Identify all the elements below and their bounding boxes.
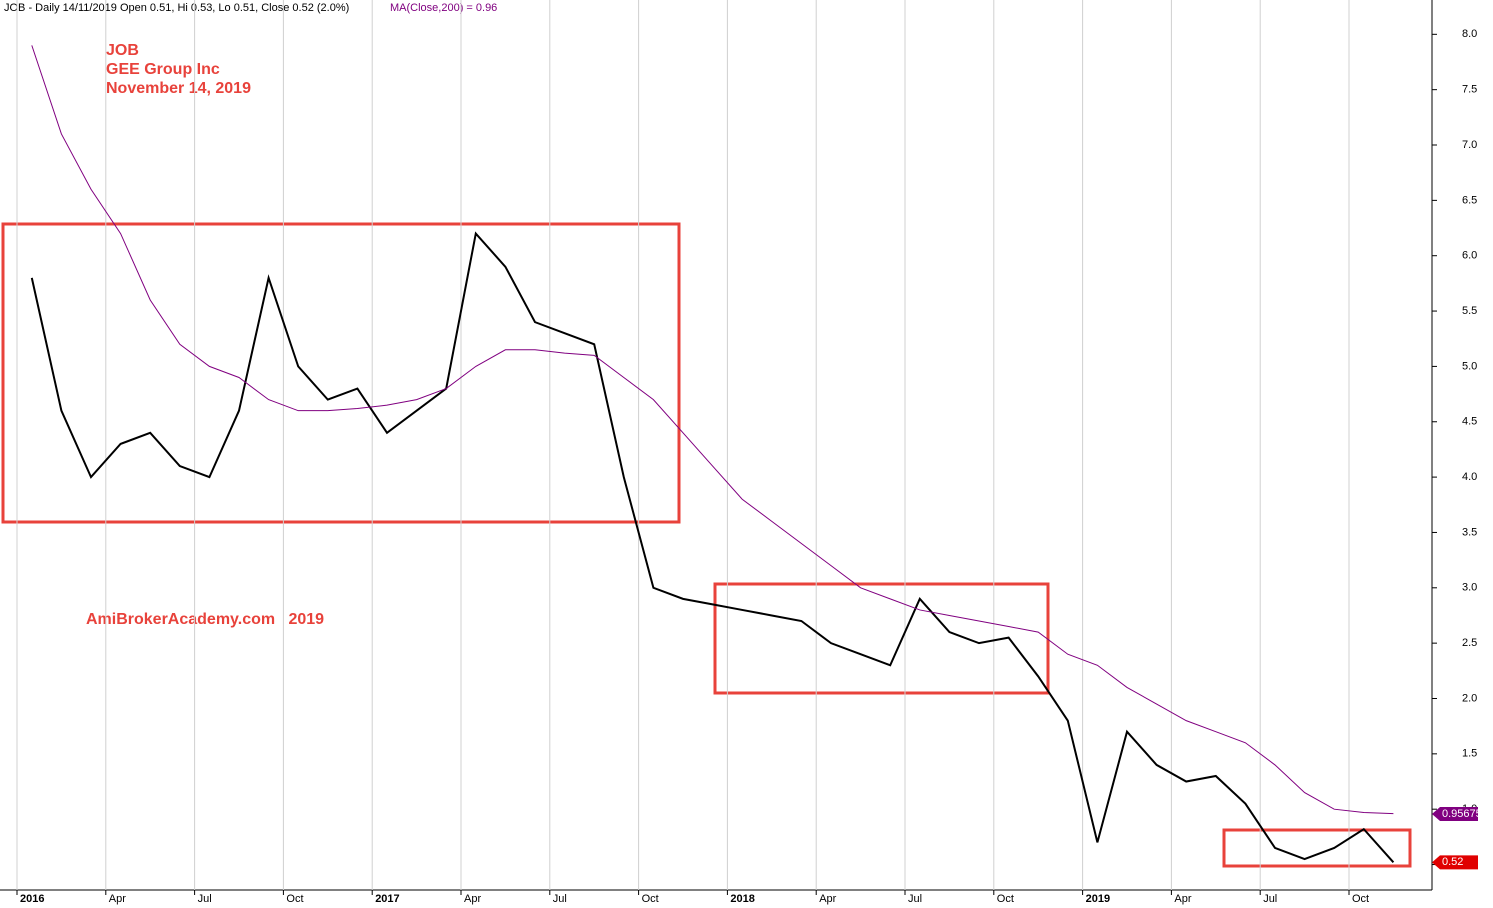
x-tick-label: Apr	[1174, 893, 1191, 905]
range-box	[1222, 828, 1412, 868]
y-tick-label: 7.0	[1462, 139, 1477, 151]
x-tick-label: Apr	[819, 893, 836, 905]
x-tick-label: 2019	[1086, 893, 1110, 905]
y-tick-label: 6.5	[1462, 194, 1477, 206]
range-box	[1, 222, 681, 524]
x-tick-label: 2017	[375, 893, 399, 905]
y-tick-label: 2.5	[1462, 637, 1477, 649]
y-tick-label: 4.0	[1462, 471, 1477, 483]
price-marker	[1432, 806, 1478, 821]
y-tick-label: 6.0	[1462, 250, 1477, 262]
x-tick-label: 2016	[20, 893, 44, 905]
x-tick-label: Apr	[109, 893, 126, 905]
price-marker	[1432, 855, 1478, 870]
legend-entry: MA(Close,200) = 0.96	[390, 2, 497, 14]
y-tick-label: 5.0	[1462, 360, 1477, 372]
y-tick-label: 8.0	[1462, 28, 1477, 40]
price-marker-label: 0.95675	[1442, 808, 1482, 820]
annotation: GEE Group Inc	[106, 61, 220, 78]
x-tick-label: 2018	[730, 893, 754, 905]
ma-line	[31, 45, 1394, 815]
x-tick-label: Jul	[908, 893, 922, 905]
x-tick-label: Oct	[286, 893, 303, 905]
annotation: AmiBrokerAcademy.com 2019	[86, 611, 324, 628]
chart-title: JOB - Daily 14/11/2019 Open 0.51, Hi 0.5…	[4, 2, 349, 14]
y-tick-label: 3.5	[1462, 526, 1477, 538]
x-tick-label: Oct	[997, 893, 1014, 905]
x-tick-label: Apr	[464, 893, 481, 905]
x-tick-label: Oct	[1352, 893, 1369, 905]
annotation: November 14, 2019	[106, 80, 251, 97]
y-tick-label: 1.5	[1462, 748, 1477, 760]
y-tick-label: 3.0	[1462, 582, 1477, 594]
y-tick-label: 5.5	[1462, 305, 1477, 317]
y-tick-label: 7.5	[1462, 84, 1477, 96]
annotation: JOB	[106, 42, 139, 59]
range-box	[713, 582, 1050, 695]
x-tick-label: Jul	[198, 893, 212, 905]
y-tick-label: 4.5	[1462, 416, 1477, 428]
price-marker-label: 0.52	[1442, 856, 1463, 868]
x-tick-label: Jul	[1263, 893, 1277, 905]
x-tick-label: Oct	[642, 893, 659, 905]
x-tick-label: Jul	[553, 893, 567, 905]
price-line	[30, 231, 1395, 863]
y-tick-label: 2.0	[1462, 692, 1477, 704]
